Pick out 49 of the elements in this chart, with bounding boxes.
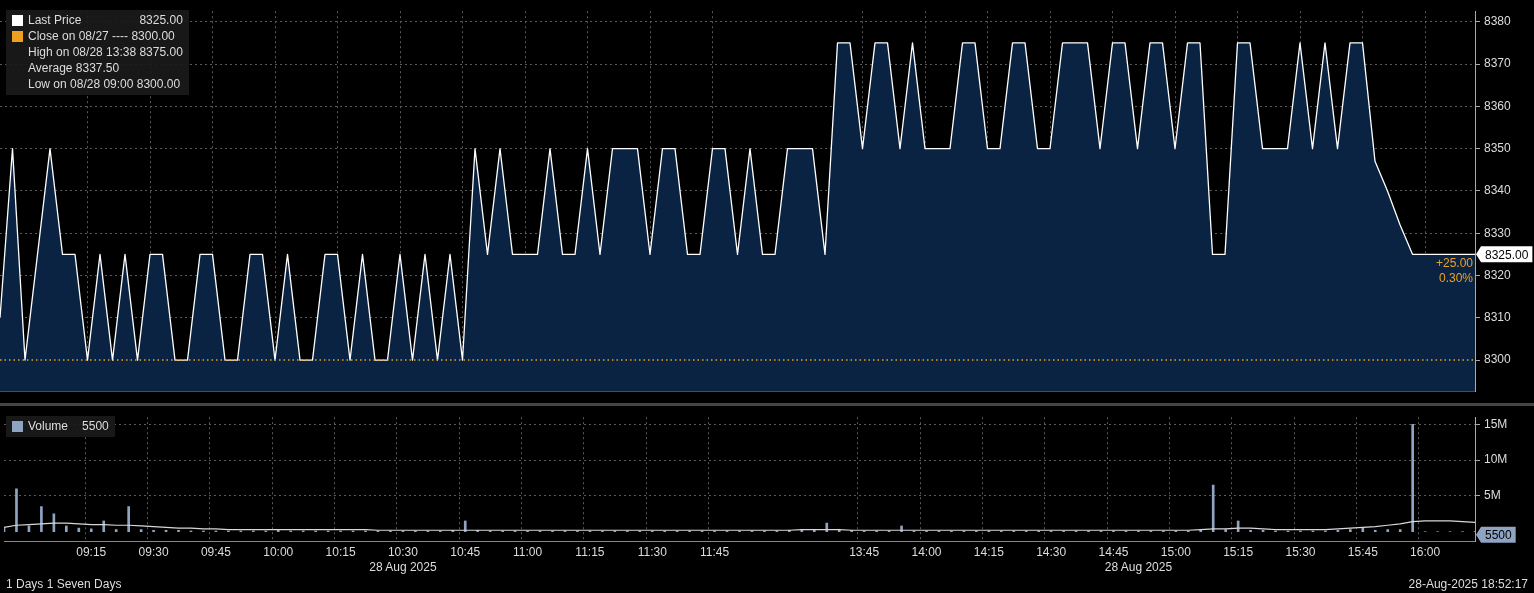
x-tick-label: 11:45 xyxy=(700,544,730,559)
x-tick-label: 14:45 xyxy=(1098,544,1129,559)
y-tick-label: 8370 xyxy=(1484,56,1512,71)
y-tick-label: 8320 xyxy=(1484,267,1512,282)
x-tick-label: 15:30 xyxy=(1285,544,1316,559)
text: 28 Aug 2025 xyxy=(1104,560,1173,575)
y-tick-label: 8350 xyxy=(1484,140,1512,155)
y-tick-label: 8340 xyxy=(1484,183,1512,198)
x-tick-label: 10:30 xyxy=(387,544,419,559)
text: 1 Days 1 Seven Days xyxy=(6,577,122,591)
x-tick-label: 09:30 xyxy=(138,544,169,559)
y-tick-label: 8310 xyxy=(1484,310,1512,325)
y-tick-label: 8300 xyxy=(1484,352,1512,367)
x-tick-label: 11:00 xyxy=(513,544,543,559)
annotation: +25.00 xyxy=(1435,255,1474,270)
y-tick-label: 10M xyxy=(1484,452,1508,467)
x-tick-label: 14:15 xyxy=(973,544,1005,559)
annotation: 0.30% xyxy=(1438,270,1474,285)
x-tick-label: 09:15 xyxy=(76,544,107,559)
x-tick-label: 11:30 xyxy=(637,544,668,559)
legend-label: Volume xyxy=(28,418,69,434)
x-tick-label: 15:00 xyxy=(1160,544,1192,559)
x-tick-label: 15:15 xyxy=(1223,544,1254,559)
y-tick-label: 15M xyxy=(1484,416,1508,431)
y-tick-label: 8360 xyxy=(1484,98,1512,113)
text: 5500 xyxy=(1485,527,1513,542)
x-tick-label: 10:00 xyxy=(263,544,294,559)
annotation: Low on 08/28 09:00 8300.00 xyxy=(28,76,181,92)
legend-label: Last Price xyxy=(28,12,83,28)
text: 8325.00 xyxy=(1485,247,1529,262)
y-tick-label: 8380 xyxy=(1484,14,1512,29)
x-tick-label: 10:45 xyxy=(450,544,481,559)
x-tick-label: 14:00 xyxy=(911,544,942,559)
x-tick-label: 09:45 xyxy=(200,544,232,559)
x-tick-label: 15:45 xyxy=(1347,544,1379,559)
annotation: 8325.00 xyxy=(139,12,183,28)
x-tick-label: 14:30 xyxy=(1036,544,1067,559)
text: 28-Aug-2025 18:52:17 xyxy=(1408,577,1528,591)
annotation: Close on 08/27 ---- 8300.00 xyxy=(28,28,175,44)
text: 28 Aug 2025 xyxy=(369,560,437,575)
y-tick-label: 5M xyxy=(1484,488,1501,503)
x-tick-label: 16:00 xyxy=(1410,544,1441,559)
annotation: Average 8337.50 xyxy=(28,60,120,76)
annotation: High on 08/28 13:38 8375.00 xyxy=(28,44,183,60)
x-tick-label: 11:15 xyxy=(575,544,605,559)
x-tick-label: 10:15 xyxy=(325,544,356,559)
x-tick-label: 13:45 xyxy=(849,544,880,559)
y-tick-label: 8330 xyxy=(1484,225,1512,240)
annotation: 5500 xyxy=(82,418,109,434)
